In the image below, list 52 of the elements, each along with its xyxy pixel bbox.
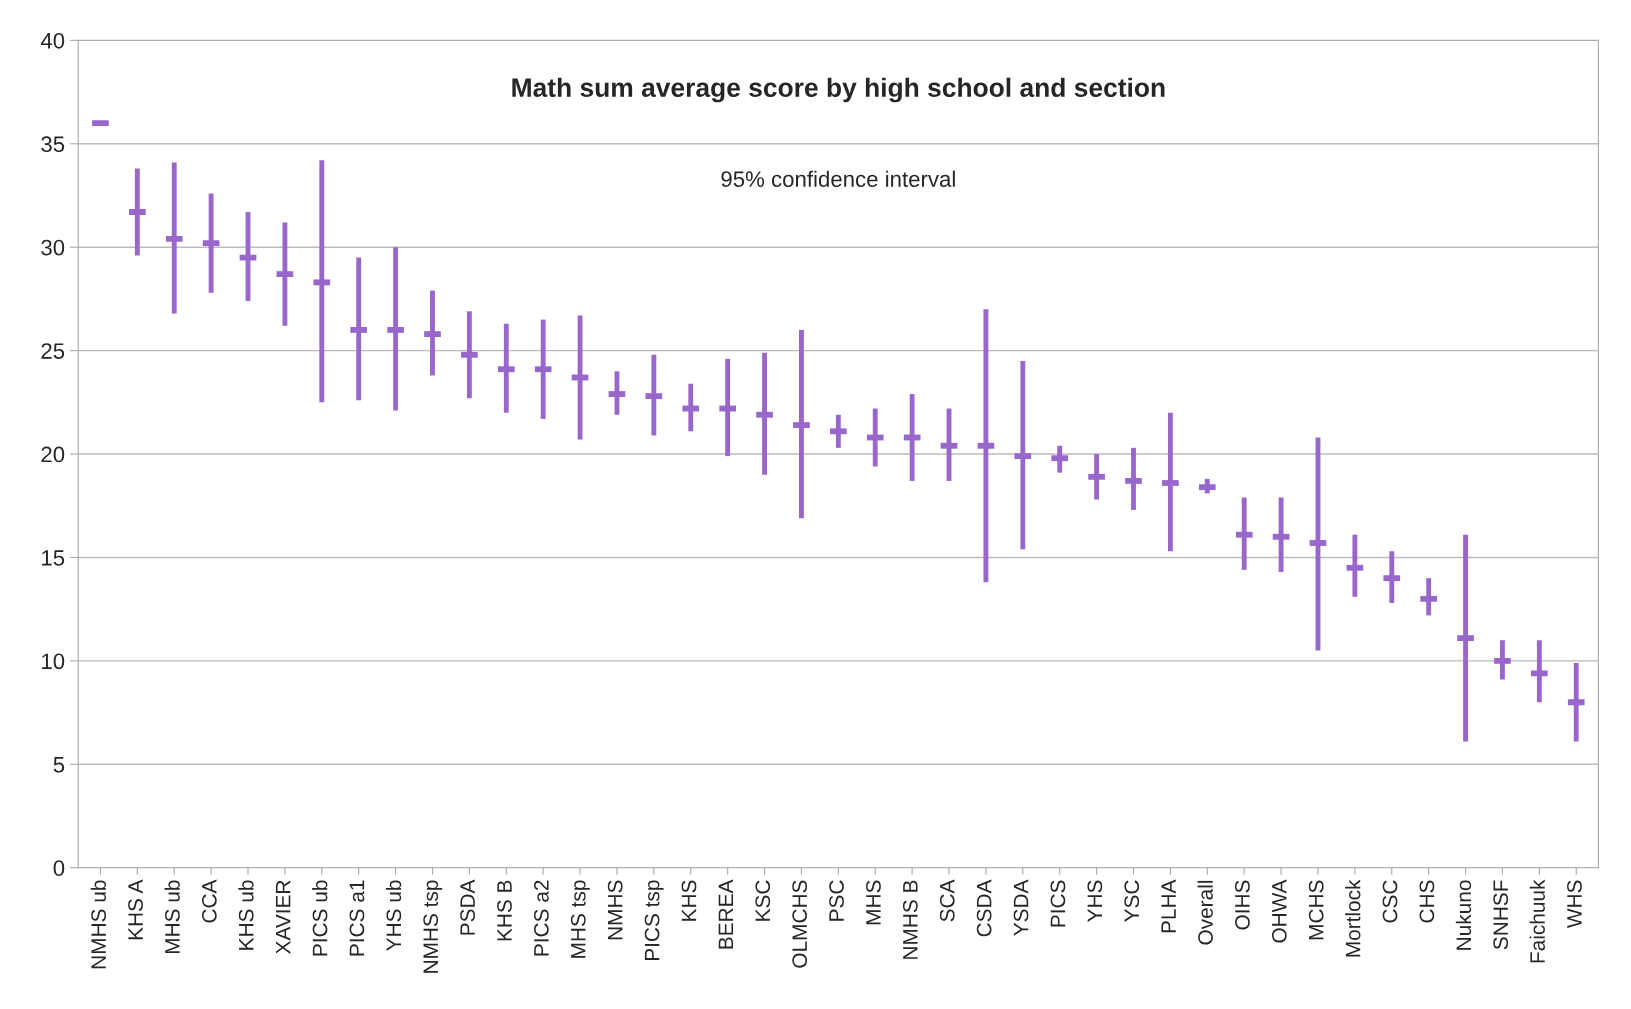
y-tick-label: 20 bbox=[41, 446, 65, 463]
x-tick-label: PICS tsp bbox=[644, 880, 664, 961]
x-tick-label: NMHS tsp bbox=[423, 880, 443, 973]
x-tick-label: OHWA bbox=[1271, 879, 1287, 943]
y-tick-label: 40 bbox=[40, 32, 65, 49]
x-tick-label: OIHS bbox=[1235, 880, 1250, 930]
x-tick-label: MCHS bbox=[1308, 880, 1324, 940]
x-tick-label: Faichuuk bbox=[1529, 879, 1545, 963]
x-tick-label: YHS ub bbox=[385, 880, 402, 951]
y-tick-label: 0 bbox=[53, 860, 65, 877]
x-tick-label: SCA bbox=[939, 879, 955, 922]
x-tick-label: PICS a2 bbox=[534, 880, 549, 956]
x-tick-label: PSC bbox=[829, 880, 844, 921]
x-tick-label: KHS ub bbox=[238, 880, 254, 950]
x-tick-label: KHS B bbox=[497, 880, 512, 941]
x-tick-label: PICS bbox=[1050, 880, 1066, 927]
x-tick-label: MHS ub bbox=[164, 880, 180, 954]
x-tick-label: MHS bbox=[866, 880, 881, 925]
x-tick-label: PICS ub bbox=[312, 880, 328, 956]
x-tick-label: PLHA bbox=[1161, 879, 1176, 933]
x-tick-label: Nukuno bbox=[1455, 880, 1472, 950]
y-tick-label: 5 bbox=[53, 757, 65, 773]
x-tick-label: KHS bbox=[681, 880, 697, 921]
x-tick-label: CSDA bbox=[976, 879, 992, 937]
x-tick-label: YSC bbox=[1124, 880, 1140, 922]
x-tick-label: OLMCHS bbox=[792, 880, 808, 968]
x-tick-label: KHS A bbox=[128, 879, 143, 940]
x-tick-label: NMHS B bbox=[902, 880, 918, 959]
y-tick-label: 15 bbox=[42, 550, 65, 566]
x-tick-label: NMHS ub bbox=[90, 880, 107, 969]
x-tick-label: CCA bbox=[201, 879, 217, 923]
x-tick-label: SNHSF bbox=[1493, 880, 1509, 950]
x-tick-label: PICS a1 bbox=[349, 880, 365, 956]
x-tick-label: YSDA bbox=[1013, 879, 1029, 936]
x-tick-label: Overall bbox=[1197, 880, 1213, 945]
x-tick-label: Mortlock bbox=[1345, 879, 1361, 957]
x-tick-label: WHS bbox=[1567, 880, 1582, 929]
x-tick-label: YHS bbox=[1087, 880, 1103, 922]
y-tick-label: 35 bbox=[41, 136, 65, 153]
x-tick-label: MHS tsp bbox=[570, 880, 590, 958]
x-tick-label: PSDA bbox=[460, 879, 475, 935]
x-tick-label: KSC bbox=[755, 880, 771, 921]
annotation: 95% confidence interval bbox=[721, 170, 955, 187]
y-tick-label: 30 bbox=[41, 239, 65, 256]
x-tick-label: CHS bbox=[1419, 880, 1435, 923]
x-tick-label: BEREA bbox=[718, 879, 734, 949]
y-tick-label: 10 bbox=[42, 653, 65, 670]
y-tick-label: 25 bbox=[41, 343, 65, 359]
x-tick-label: CSC bbox=[1382, 880, 1398, 923]
x-tick-label: XAVIER bbox=[275, 880, 291, 954]
text: Math sum average score by high school and section bbox=[512, 77, 1165, 103]
x-tick-label: NMHS bbox=[607, 880, 623, 940]
